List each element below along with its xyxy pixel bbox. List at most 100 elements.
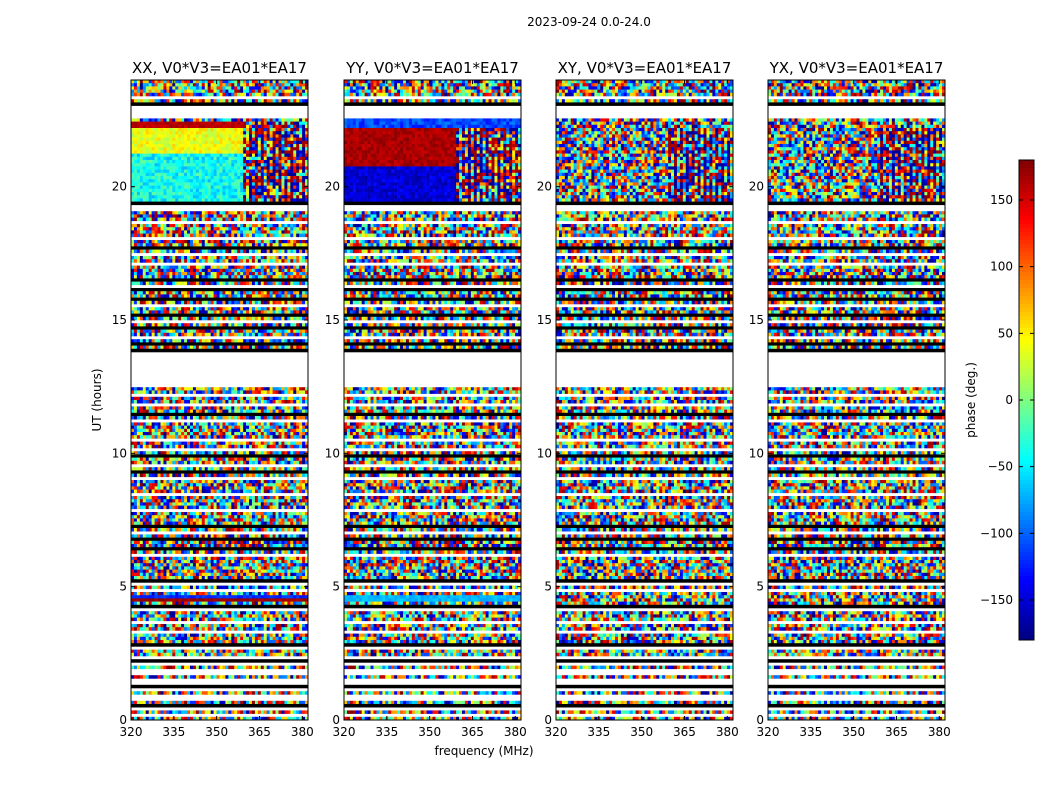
phase-cell: [266, 249, 270, 254]
phase-cell: [190, 390, 194, 394]
phase-cell: [154, 128, 158, 132]
phase-cell: [131, 92, 135, 97]
phase-cell: [204, 310, 208, 314]
phase-cell: [163, 192, 167, 196]
phase-cell: [201, 163, 206, 167]
phase-cell: [299, 281, 303, 286]
phase-cell: [187, 473, 191, 478]
phase-cell: [148, 444, 152, 449]
dark-row: [131, 470, 308, 474]
phase-cell: [169, 192, 173, 196]
phase-cell: [246, 153, 250, 158]
phase-cell: [207, 473, 211, 478]
phase-cell: [290, 118, 294, 122]
phase-cell: [278, 323, 282, 327]
phase-cell: [240, 416, 244, 420]
phase-cell: [257, 457, 262, 462]
phase-cell: [281, 185, 285, 190]
phase-cell: [219, 387, 223, 391]
phase-cell: [219, 137, 223, 142]
phase-cell: [160, 390, 164, 394]
phase-cell: [284, 387, 288, 391]
phase-cell: [305, 80, 309, 84]
phase-cell: [175, 92, 179, 97]
phase-cell: [281, 265, 285, 270]
phase-cell: [181, 160, 185, 164]
phase-cell: [131, 409, 135, 414]
phase-cell: [198, 406, 203, 410]
phase-cell: [207, 460, 211, 465]
phase-cell: [198, 316, 203, 321]
phase-cell: [257, 128, 262, 132]
phase-cell: [272, 406, 276, 410]
phase-cell: [296, 124, 300, 129]
phase-cell: [290, 92, 294, 97]
phase-cell: [204, 432, 208, 436]
phase-cell: [246, 121, 250, 126]
phase-cell: [166, 230, 170, 234]
phase-cell: [192, 291, 197, 295]
phase-cell: [187, 435, 191, 439]
phase-cell: [266, 457, 270, 462]
phase-cell: [157, 166, 161, 170]
phase-cell: [195, 140, 200, 145]
phase-cell: [172, 172, 176, 177]
phase-cell: [299, 150, 303, 154]
phase-cell: [204, 307, 208, 311]
phase-cell: [293, 217, 297, 222]
phase-cell: [284, 182, 288, 186]
phase-cell: [181, 86, 185, 90]
phase-cell: [213, 432, 217, 436]
phase-cell: [207, 243, 211, 247]
phase-cell: [257, 144, 262, 148]
phase-cell: [207, 227, 211, 231]
phase-cell: [210, 233, 214, 238]
phase-cell: [216, 128, 220, 132]
phase-cell: [190, 422, 194, 426]
phase-cell: [249, 217, 253, 222]
phase-cell: [231, 128, 235, 132]
phase-cell: [275, 316, 279, 321]
phase-cell: [133, 259, 138, 263]
phase-cell: [175, 435, 179, 439]
phase-cell: [195, 80, 200, 84]
phase-cell: [222, 316, 226, 321]
phase-cell: [287, 256, 291, 260]
phase-cell: [163, 153, 167, 158]
phase-cell: [269, 473, 273, 478]
phase-cell: [275, 131, 279, 135]
phase-cell: [175, 86, 179, 90]
phase-cell: [237, 460, 241, 465]
phase-cell: [139, 467, 144, 471]
phase-cell: [234, 80, 238, 84]
phase-cell: [237, 435, 241, 439]
phase-cell: [287, 416, 291, 420]
phase-cell: [154, 92, 158, 97]
phase-cell: [204, 182, 208, 186]
phase-cell: [142, 460, 147, 465]
phase-cell: [237, 396, 241, 401]
phase-cell: [278, 166, 282, 170]
phase-cell: [175, 339, 179, 343]
phase-cell: [225, 224, 229, 228]
phase-cell: [243, 137, 247, 142]
phase-cell: [195, 409, 200, 414]
phase-cell: [296, 227, 300, 231]
phase-cell: [234, 281, 238, 286]
phase-cell: [290, 163, 294, 167]
phase-cell: [190, 188, 194, 193]
phase-cell: [249, 483, 253, 487]
phase-cell: [254, 185, 259, 190]
phase-cell: [234, 134, 238, 138]
phase-cell: [293, 227, 297, 231]
phase-cell: [139, 166, 144, 170]
phase-cell: [302, 272, 306, 276]
phase-cell: [237, 275, 241, 279]
phase-cell: [184, 467, 188, 471]
phase-cell: [133, 416, 138, 420]
phase-cell: [216, 432, 220, 436]
phase-cell: [302, 329, 306, 334]
phase-cell: [187, 166, 191, 170]
phase-cell: [133, 240, 138, 244]
phase-cell: [210, 441, 214, 446]
